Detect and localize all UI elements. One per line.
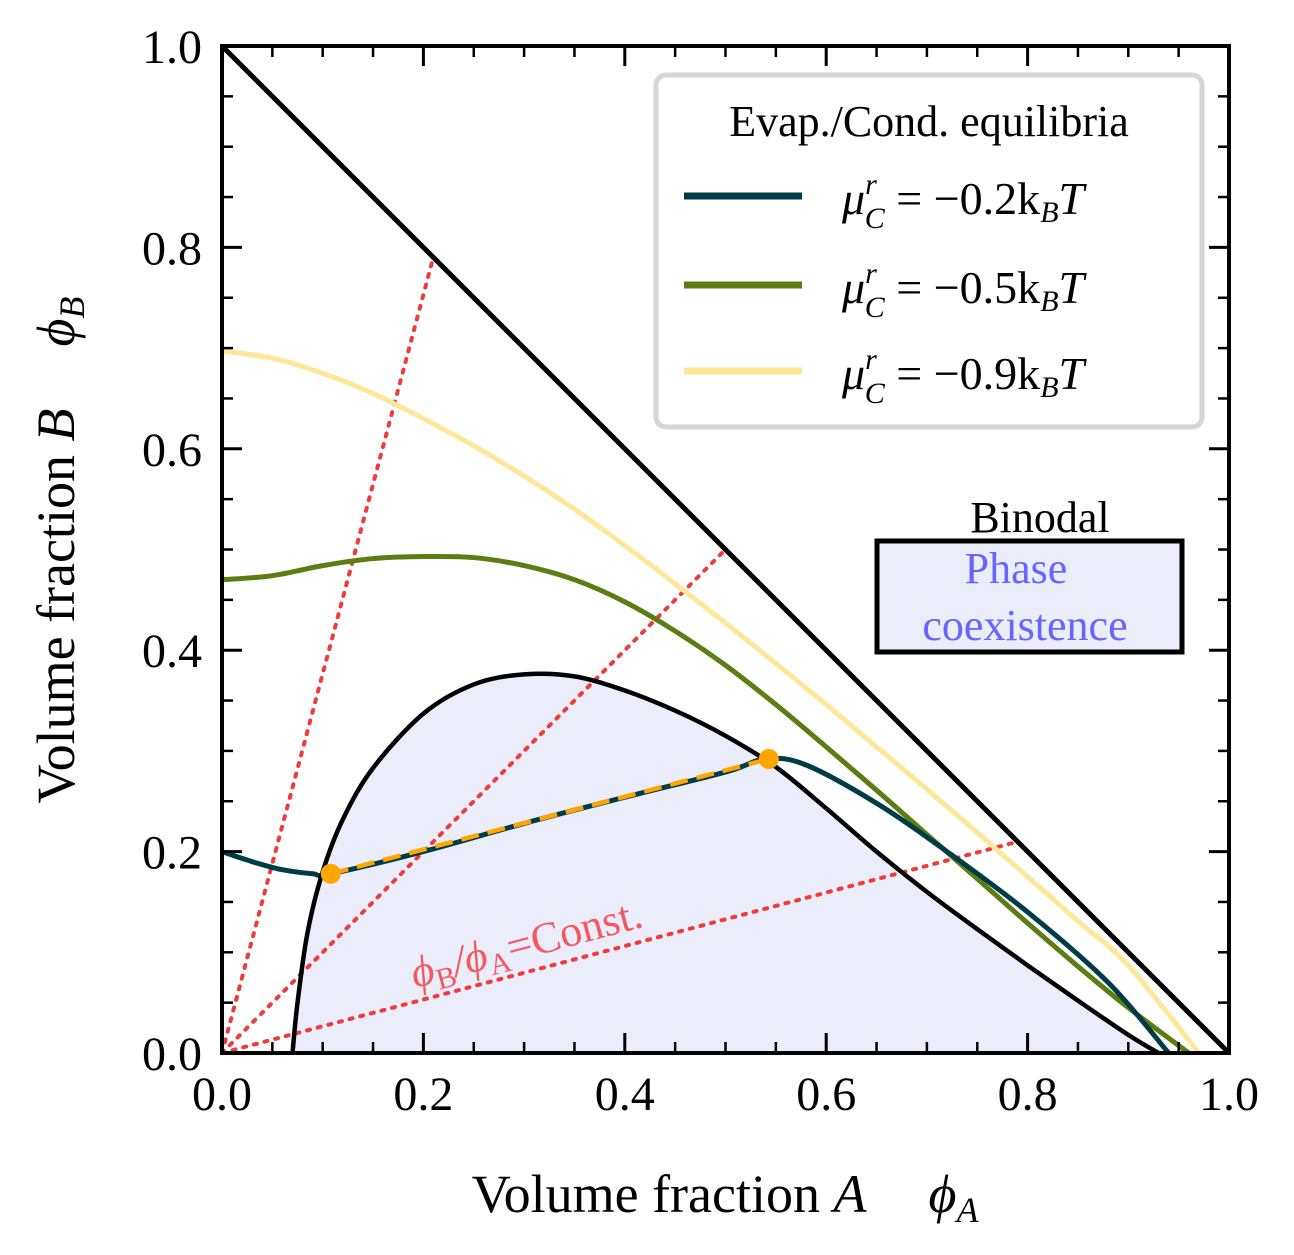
- series-line-mu-0.5: [222, 553, 1191, 1053]
- series-line-mu-0.2: [222, 755, 1171, 1053]
- series-line-mu-0.9: [222, 348, 1201, 1053]
- axis-ticks: [220, 44, 1231, 1055]
- y-tick-label: 0.8: [142, 222, 202, 275]
- legend-label-series-3: μr C = −0.9kBT: [841, 343, 1088, 410]
- x-tick-label: 0.8: [998, 1068, 1058, 1121]
- x-tick-label: 0.0: [192, 1068, 252, 1121]
- tie-line-dashed: [330, 756, 770, 876]
- legend-box: [653, 72, 1205, 430]
- binodal-legend-line2: coexistence: [922, 601, 1127, 650]
- y-tick-label: 0.0: [142, 1028, 202, 1081]
- y-tick-label: 0.6: [142, 424, 202, 477]
- x-tick-label: 0.2: [393, 1068, 453, 1121]
- y-axis-title: Volume fraction BϕB: [26, 297, 92, 804]
- constant-ratio-lines: [222, 258, 1017, 1053]
- constant-ratio-line: [222, 840, 1017, 1053]
- binodal-fill-region: [292, 673, 1159, 1053]
- axis-tick-labels: 0.0 0.2 0.4 0.6 0.8 1.0 0.0 0.2 0.4 0.6 0.8 1.0: [142, 21, 1259, 1121]
- tie-line-point: [758, 748, 779, 769]
- tie-line-point: [320, 863, 341, 884]
- constant-ratio-line: [222, 258, 435, 1053]
- simplex-boundary-line: [222, 46, 1229, 1053]
- legend-title: Evap./Cond. equilibria: [729, 97, 1129, 146]
- x-tick-label: 0.4: [595, 1068, 655, 1121]
- plot-area: [222, 46, 1229, 1053]
- legend-label-series-2: μr C = −0.5kBT: [841, 257, 1088, 324]
- binodal-legend-box: [874, 538, 1185, 655]
- constant-ratio-line: [222, 547, 728, 1053]
- binodal-curve: [290, 671, 1160, 1053]
- y-tick-label: 0.2: [142, 827, 202, 880]
- binodal-legend-title: Binodal: [970, 493, 1109, 542]
- legend: Evap./Cond. equilibria μr C = −0.2kBT μr C…: [653, 72, 1205, 430]
- x-tick-label: 1.0: [1199, 1068, 1259, 1121]
- x-tick-label: 0.6: [796, 1068, 856, 1121]
- y-tick-label: 1.0: [142, 21, 202, 74]
- legend-label-series-1: μr C = −0.2kBT: [841, 168, 1088, 235]
- binodal-legend-line1: Phase: [965, 544, 1068, 593]
- tie-line-endpoints: [320, 748, 779, 884]
- y-tick-label: 0.4: [142, 625, 202, 678]
- series-lines: [222, 348, 1201, 1053]
